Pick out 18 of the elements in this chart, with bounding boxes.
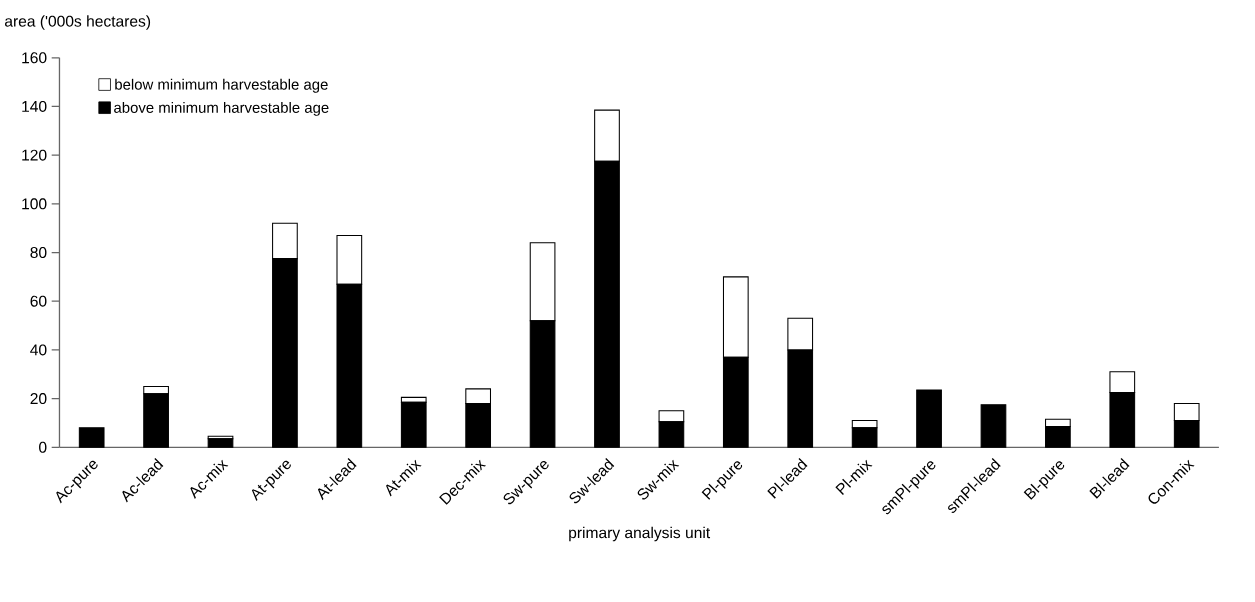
y-tick-label: 20 — [30, 392, 47, 404]
x-axis-title: primary analysis unit — [569, 526, 711, 542]
bar — [980, 403, 1007, 448]
y-tick-label: 160 — [22, 52, 47, 64]
bar — [916, 389, 942, 448]
bar — [207, 438, 234, 448]
y-tick-label: 120 — [22, 149, 47, 161]
legend-label: above minimum harvestable age — [114, 101, 329, 116]
y-tick-label: 60 — [30, 295, 47, 307]
bar — [78, 427, 105, 448]
bar — [400, 401, 427, 448]
y-tick-label: 140 — [22, 100, 47, 112]
legend-label: below minimum harvestable age — [115, 78, 328, 93]
y-tick-label: 80 — [30, 246, 47, 258]
y-tick-label: 40 — [30, 344, 47, 356]
y-axis-title: area ('000s hectares) — [4, 15, 151, 30]
y-tick-label: 100 — [22, 198, 47, 210]
y-tick-label: 0 — [39, 441, 47, 453]
